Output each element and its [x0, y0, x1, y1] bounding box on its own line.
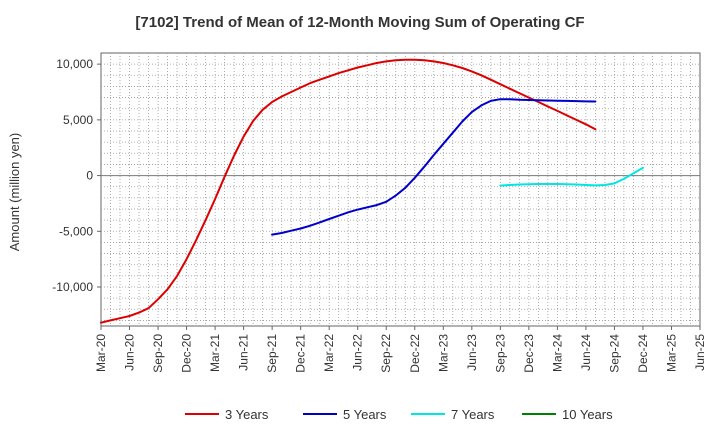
x-tick-label: Jun-21 — [237, 334, 251, 371]
y-tick-label: 10,000 — [56, 57, 93, 71]
y-tick-label: -10,000 — [52, 280, 93, 294]
x-tick-label: Dec-24 — [636, 334, 650, 373]
x-tick-label: Mar-22 — [322, 334, 336, 372]
x-tick-label: Sep-21 — [265, 334, 279, 373]
x-tick-label: Mar-20 — [94, 334, 108, 372]
y-axis-label: Amount (million yen) — [7, 133, 22, 252]
x-tick-label: Sep-20 — [151, 334, 165, 373]
x-tick-label: Jun-20 — [123, 334, 137, 371]
legend-item: 7 Years — [411, 407, 495, 422]
plot-area — [100, 52, 701, 327]
chart-title: [7102] Trend of Mean of 12-Month Moving … — [135, 14, 584, 31]
legend-label: 7 Years — [451, 407, 495, 422]
x-tick-label: Dec-23 — [522, 334, 536, 373]
legend: 3 Years 5 Years 7 Years 10 Years — [185, 407, 613, 422]
legend-item: 3 Years — [185, 407, 269, 422]
y-tick-label: -5,000 — [59, 224, 93, 238]
legend-label: 5 Years — [343, 407, 387, 422]
x-tick-label: Jun-22 — [351, 334, 365, 371]
x-tick-label: Dec-20 — [180, 334, 194, 373]
x-axis-ticks: Mar-20 Jun-20 Sep-20 Dec-20 Mar-21 Jun-21 Sep-… — [94, 326, 707, 373]
y-tick-label: 5,000 — [63, 113, 93, 127]
x-tick-label: Mar-24 — [550, 334, 564, 372]
x-tick-label: Sep-24 — [607, 334, 621, 373]
series-line-5-years — [271, 98, 597, 236]
legend-label: 10 Years — [562, 407, 613, 422]
legend-item: 10 Years — [522, 407, 613, 422]
series-lines — [100, 58, 644, 324]
series-line-7-years — [499, 166, 644, 187]
x-tick-label: Sep-23 — [493, 334, 507, 373]
y-axis-ticks: 10,000 5,000 0 -5,000 -10,000 — [52, 57, 101, 294]
plot-frame — [100, 52, 701, 327]
x-tick-label: Dec-22 — [408, 334, 422, 373]
y-tick-label: 0 — [86, 169, 93, 183]
x-tick-label: Jun-25 — [693, 334, 707, 371]
x-tick-label: Jun-23 — [465, 334, 479, 371]
x-tick-label: Sep-22 — [379, 334, 393, 373]
x-tick-label: Mar-25 — [664, 334, 678, 372]
x-tick-label: Dec-21 — [294, 334, 308, 373]
x-tick-label: Mar-23 — [436, 334, 450, 372]
series-line-3-years — [100, 58, 597, 324]
x-tick-label: Jun-24 — [579, 334, 593, 371]
legend-label: 3 Years — [225, 407, 269, 422]
legend-item: 5 Years — [303, 407, 387, 422]
x-tick-label: Mar-21 — [208, 334, 222, 372]
